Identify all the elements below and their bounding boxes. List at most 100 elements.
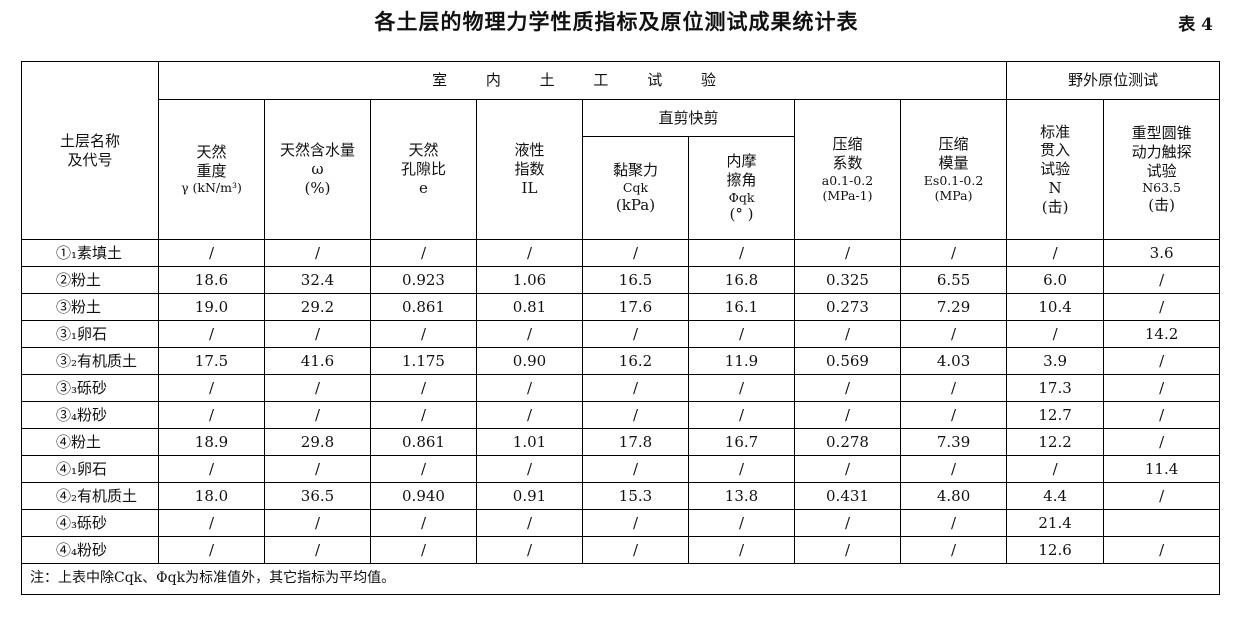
value-cell: / bbox=[582, 536, 689, 564]
value-cell: 3.9 bbox=[1006, 347, 1105, 375]
col-unit-weight: 天然 重度 γ (kN/m³) bbox=[158, 99, 265, 240]
table-row: ③₃砾砂 / / / / / / //17.3/ bbox=[21, 374, 1221, 402]
value-cell: 18.0 bbox=[158, 482, 265, 510]
value-cell: 1.06 bbox=[476, 266, 583, 294]
value-cell: 17.8 bbox=[582, 428, 689, 456]
layer-name-cell: ③₄粉砂 bbox=[21, 401, 159, 429]
layer-name-cell: ④₂有机质土 bbox=[21, 482, 159, 510]
table-body: ①₁素填土 / / / / / / / //3.6 ②粉土 18.6 32.4 0.923 1.06 16.… bbox=[21, 239, 1221, 564]
value-cell: / bbox=[158, 239, 265, 267]
value-cell: 18.9 bbox=[158, 428, 265, 456]
layer-name-cell: ③₁卵石 bbox=[21, 320, 159, 348]
value-cell: / bbox=[794, 509, 901, 537]
value-cell: / bbox=[1103, 401, 1221, 429]
value-cell: 4.03 bbox=[899, 347, 1008, 375]
value-cell: 0.569 bbox=[794, 347, 901, 375]
value-cell: / bbox=[1006, 239, 1105, 267]
layer-name-cell: ④₁卵石 bbox=[21, 455, 159, 483]
value-cell: / bbox=[899, 374, 1008, 402]
table-row: ②粉土 18.6 32.4 0.923 1.06 16.5 16.8 0.325 6.55 6.0… bbox=[21, 266, 1221, 294]
value-cell: 16.5 bbox=[582, 266, 689, 294]
layer-name-cell: ③₂有机质土 bbox=[21, 347, 159, 375]
layer-name-cell: ①₁素填土 bbox=[21, 239, 159, 267]
value-cell: / bbox=[370, 320, 477, 348]
value-cell: 17.5 bbox=[158, 347, 265, 375]
value-cell: / bbox=[899, 239, 1008, 267]
value-cell: / bbox=[370, 455, 477, 483]
table-row: ③₂有机质土 17.5 41.6 1.175 0.90 16.2 11.9 0.569 4.03… bbox=[21, 347, 1221, 375]
value-cell: / bbox=[794, 536, 901, 564]
value-cell: 21.4 bbox=[1006, 509, 1105, 537]
value-cell: / bbox=[370, 374, 477, 402]
value-cell: / bbox=[1103, 482, 1221, 510]
value-cell: 0.278 bbox=[794, 428, 901, 456]
value-cell: 0.940 bbox=[370, 482, 477, 510]
value-cell: 0.325 bbox=[794, 266, 901, 294]
value-cell: / bbox=[1006, 320, 1105, 348]
col-compression-coef: 压缩 系数 a0.1-0.2 (MPa-1) bbox=[794, 99, 901, 240]
value-cell: / bbox=[158, 401, 265, 429]
value-cell: / bbox=[794, 239, 901, 267]
col-liquidity-index: 液性 指数 IL bbox=[476, 99, 583, 240]
value-cell: 17.6 bbox=[582, 293, 689, 321]
col-cohesion: 黏聚力 Cqk (kPa) bbox=[582, 136, 689, 240]
value-cell: 16.2 bbox=[582, 347, 689, 375]
layer-name-cell: ④₃砾砂 bbox=[21, 509, 159, 537]
value-cell: / bbox=[370, 509, 477, 537]
col-compression-modulus: 压缩 模量 Es0.1-0.2 (MPa) bbox=[899, 99, 1008, 240]
value-cell: / bbox=[264, 455, 371, 483]
value-cell: 1.175 bbox=[370, 347, 477, 375]
value-cell: / bbox=[264, 536, 371, 564]
value-cell: 0.861 bbox=[370, 293, 477, 321]
value-cell: / bbox=[582, 509, 689, 537]
value-cell: 16.8 bbox=[688, 266, 795, 294]
value-cell: / bbox=[582, 239, 689, 267]
value-cell: 12.6 bbox=[1006, 536, 1105, 564]
value-cell: 29.2 bbox=[264, 293, 371, 321]
value-cell: 11.4 bbox=[1103, 455, 1221, 483]
value-cell: / bbox=[158, 455, 265, 483]
table-row: ④₁卵石 / / / / / / / //11.4 bbox=[21, 455, 1221, 483]
value-cell: 16.7 bbox=[688, 428, 795, 456]
value-cell: / bbox=[582, 374, 689, 402]
value-cell: / bbox=[1103, 536, 1221, 564]
value-cell: 11.9 bbox=[688, 347, 795, 375]
value-cell: 3.6 bbox=[1103, 239, 1221, 267]
value-cell: 0.431 bbox=[794, 482, 901, 510]
value-cell: / bbox=[476, 374, 583, 402]
table-row: ④₂有机质土 18.0 36.5 0.940 0.91 15.3 13.8 0.431 4.80… bbox=[21, 482, 1221, 510]
value-cell: 17.3 bbox=[1006, 374, 1105, 402]
value-cell: 15.3 bbox=[582, 482, 689, 510]
value-cell: 0.90 bbox=[476, 347, 583, 375]
value-cell: / bbox=[476, 239, 583, 267]
value-cell: / bbox=[1103, 347, 1221, 375]
value-cell: 12.2 bbox=[1006, 428, 1105, 456]
value-cell: 10.4 bbox=[1006, 293, 1105, 321]
value-cell: / bbox=[582, 401, 689, 429]
value-cell: 4.80 bbox=[899, 482, 1008, 510]
table-row: ④₃砾砂 / / / / / / //21.4 bbox=[21, 509, 1221, 537]
layer-name-cell: ②粉土 bbox=[21, 266, 159, 294]
value-cell: / bbox=[1103, 293, 1221, 321]
table-row: ④₄粉砂 / / / / / / //12.6/ bbox=[21, 536, 1221, 564]
table-note: 注：上表中除Cqk、Φqk为标准值外，其它指标为平均值。 bbox=[20, 563, 1221, 595]
value-cell: / bbox=[582, 320, 689, 348]
value-cell: / bbox=[264, 401, 371, 429]
value-cell: / bbox=[688, 509, 795, 537]
value-cell: / bbox=[264, 320, 371, 348]
indoor-test-header: 室 内 土 工 试 验 bbox=[157, 61, 1008, 100]
page-title: 各土层的物理力学性质指标及原位测试成果统计表 bbox=[374, 9, 859, 34]
value-cell: / bbox=[370, 536, 477, 564]
value-cell: 12.7 bbox=[1006, 401, 1105, 429]
table-number: 表 4 bbox=[1178, 15, 1213, 35]
value-cell: 0.861 bbox=[370, 428, 477, 456]
layer-name-cell: ④粉土 bbox=[21, 428, 159, 456]
value-cell: / bbox=[370, 239, 477, 267]
layer-name-header: 土层名称 及代号 bbox=[21, 61, 159, 240]
value-cell: 0.91 bbox=[476, 482, 583, 510]
value-cell: / bbox=[1103, 374, 1221, 402]
value-cell: / bbox=[476, 320, 583, 348]
value-cell: / bbox=[794, 455, 901, 483]
value-cell: / bbox=[158, 509, 265, 537]
layer-name-cell: ③₃砾砂 bbox=[21, 374, 159, 402]
